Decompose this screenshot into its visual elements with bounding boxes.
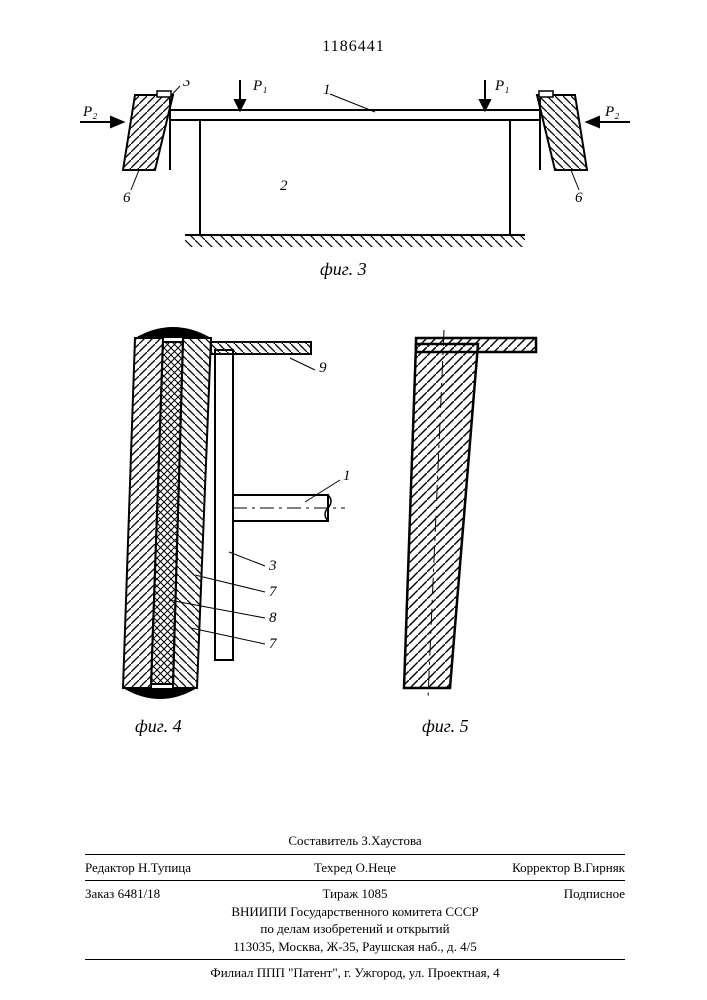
figure-5-svg: фиг. 5 bbox=[400, 320, 570, 740]
techred-label: Техред bbox=[314, 860, 352, 875]
figure-3: P₁ P₁ P₂ P₂ 1 2 3 6 6 фиг. 3 bbox=[75, 80, 635, 305]
ref-6a: 6 bbox=[123, 190, 131, 206]
corrector-label: Корректор bbox=[512, 860, 570, 875]
ref-1-f4: 1 bbox=[343, 468, 351, 484]
ref-7b: 7 bbox=[269, 636, 278, 652]
fig3-label: фиг. 3 bbox=[320, 259, 367, 279]
compiler-name: З.Хаустова bbox=[361, 833, 421, 848]
addr-line: 113035, Москва, Ж-35, Раушская наб., д. … bbox=[233, 939, 476, 954]
order-label: Заказ bbox=[85, 886, 114, 901]
techred-name: О.Неце bbox=[355, 860, 396, 875]
org-line1: ВНИИПИ Государственного комитета СССР bbox=[231, 904, 478, 919]
label-p2a: P₂ bbox=[82, 104, 97, 120]
page: 1186441 bbox=[0, 0, 707, 1000]
ref-3: 3 bbox=[182, 80, 191, 90]
figure-3-svg: P₁ P₁ P₂ P₂ 1 2 3 6 6 фиг. 3 bbox=[75, 80, 635, 300]
corrector-name: В.Гирняк bbox=[573, 860, 625, 875]
ref-6b: 6 bbox=[575, 190, 583, 206]
label-p2b: P₂ bbox=[604, 104, 619, 120]
compiler-label: Составитель bbox=[288, 833, 358, 848]
tirage-label: Тираж bbox=[322, 886, 358, 901]
editor-name: Н.Тупица bbox=[138, 860, 191, 875]
ref-8: 8 bbox=[269, 610, 277, 626]
figure-4: 9 1 3 7 8 7 фиг. 4 bbox=[115, 320, 365, 745]
ref-1: 1 bbox=[323, 82, 331, 98]
tirage-value: 1085 bbox=[362, 886, 388, 901]
order-value: 6481/18 bbox=[118, 886, 161, 901]
ref-9: 9 bbox=[319, 360, 327, 376]
figure-5: фиг. 5 bbox=[400, 320, 570, 745]
ref-7a: 7 bbox=[269, 584, 278, 600]
editor-label: Редактор bbox=[85, 860, 135, 875]
footer-line: Филиал ППП "Патент", г. Ужгород, ул. Про… bbox=[210, 965, 499, 980]
org-line2: по делам изобретений и открытий bbox=[260, 921, 449, 936]
fig5-label: фиг. 5 bbox=[422, 716, 469, 736]
figure-4-svg: 9 1 3 7 8 7 фиг. 4 bbox=[115, 320, 365, 740]
ref-2: 2 bbox=[280, 178, 288, 194]
label-p1b: P₁ bbox=[494, 80, 509, 94]
fig4-label: фиг. 4 bbox=[135, 716, 182, 736]
signed: Подписное bbox=[564, 886, 625, 901]
label-p1a: P₁ bbox=[252, 80, 267, 94]
document-number: 1186441 bbox=[0, 38, 707, 56]
credits-block: Составитель З.Хаустова Редактор Н.Тупица… bbox=[85, 832, 625, 982]
ref-3-f4: 3 bbox=[268, 558, 277, 574]
